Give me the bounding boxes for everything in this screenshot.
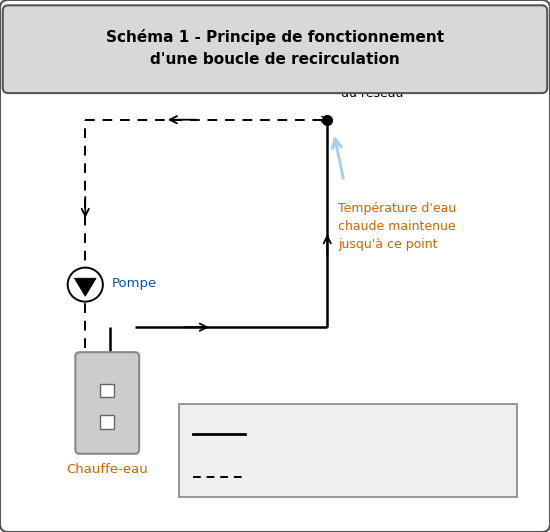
FancyBboxPatch shape (179, 404, 517, 497)
Bar (100, 415, 114, 429)
Text: Pompe: Pompe (112, 277, 157, 289)
Text: Chauffe-eau: Chauffe-eau (67, 463, 148, 476)
Text: Tuyauterie de retour: Tuyauterie de retour (256, 470, 377, 484)
Circle shape (68, 268, 103, 302)
Text: Température d'eau
chaude maintenue
jusqu'à ce point: Température d'eau chaude maintenue jusqu… (338, 202, 456, 251)
Text: Extrémité
du réseau: Extrémité du réseau (341, 70, 403, 100)
Bar (100, 384, 114, 397)
Text: Schéma 1 - Principe de fonctionnement
d'une boucle de recirculation: Schéma 1 - Principe de fonctionnement d'… (106, 29, 444, 67)
Polygon shape (74, 278, 96, 296)
Text: Réseau de distribution
d'eau chaude: Réseau de distribution d'eau chaude (256, 417, 389, 446)
FancyBboxPatch shape (75, 352, 139, 454)
